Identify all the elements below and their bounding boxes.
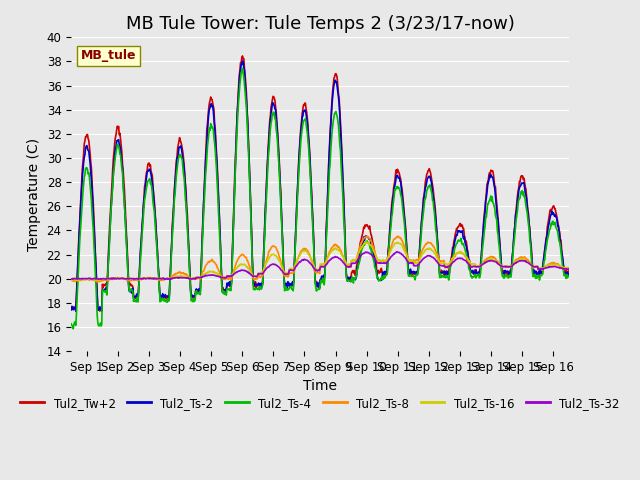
Line: Tul2_Tw+2: Tul2_Tw+2 (71, 56, 569, 311)
Tul2_Ts-4 (239, 66, 246, 72)
Tul2_Ts-2 (400, 210, 408, 216)
Text: MB_tule: MB_tule (81, 49, 137, 62)
Tul2_Ts-2 (243, 108, 251, 114)
Tul2_Ts-8 (243, 254, 250, 260)
Tul2_Ts-16 (372, 254, 380, 260)
Tul2_Ts-2 (72, 308, 79, 314)
Tul2_Ts-8 (400, 243, 408, 249)
Tul2_Ts-16 (74, 277, 82, 283)
Tul2_Ts-32 (565, 266, 573, 272)
Tul2_Tw+2 (239, 53, 246, 59)
Line: Tul2_Ts-2: Tul2_Ts-2 (71, 61, 569, 311)
Tul2_Ts-4 (67, 321, 75, 327)
Tul2_Ts-16 (218, 274, 225, 280)
Tul2_Ts-32 (400, 254, 408, 260)
Tul2_Ts-4 (400, 217, 408, 223)
Tul2_Ts-8 (67, 277, 75, 283)
Tul2_Ts-8 (261, 263, 269, 268)
Tul2_Ts-16 (127, 276, 134, 282)
Tul2_Ts-16 (261, 264, 269, 269)
Tul2_Ts-16 (362, 239, 370, 245)
Line: Tul2_Ts-32: Tul2_Ts-32 (71, 252, 569, 279)
Tul2_Ts-2 (372, 266, 380, 272)
Tul2_Tw+2 (372, 261, 380, 266)
Tul2_Ts-4 (372, 268, 380, 274)
Line: Tul2_Ts-8: Tul2_Ts-8 (71, 236, 569, 282)
Tul2_Ts-2 (239, 58, 246, 64)
Tul2_Ts-4 (127, 286, 134, 292)
X-axis label: Time: Time (303, 380, 337, 394)
Tul2_Tw+2 (400, 208, 408, 214)
Tul2_Ts-32 (126, 276, 134, 281)
Tul2_Tw+2 (565, 267, 573, 273)
Tul2_Tw+2 (243, 107, 251, 112)
Tul2_Tw+2 (127, 280, 134, 286)
Tul2_Ts-2 (218, 277, 225, 283)
Line: Tul2_Ts-4: Tul2_Ts-4 (71, 69, 569, 329)
Tul2_Ts-2 (127, 287, 134, 293)
Tul2_Ts-4 (69, 326, 77, 332)
Tul2_Ts-16 (400, 247, 408, 253)
Tul2_Ts-4 (262, 205, 269, 211)
Tul2_Ts-16 (67, 277, 75, 283)
Tul2_Ts-32 (134, 276, 142, 282)
Line: Tul2_Ts-16: Tul2_Ts-16 (71, 242, 569, 280)
Y-axis label: Temperature (C): Temperature (C) (27, 138, 41, 251)
Legend: Tul2_Tw+2, Tul2_Ts-2, Tul2_Ts-4, Tul2_Ts-8, Tul2_Ts-16, Tul2_Ts-32: Tul2_Tw+2, Tul2_Ts-2, Tul2_Ts-4, Tul2_Ts… (16, 392, 624, 414)
Tul2_Ts-4 (565, 273, 573, 279)
Tul2_Ts-8 (372, 252, 380, 257)
Tul2_Ts-32 (218, 275, 225, 281)
Tul2_Ts-32 (372, 257, 380, 263)
Tul2_Ts-32 (393, 249, 401, 255)
Tul2_Tw+2 (262, 196, 269, 202)
Tul2_Tw+2 (218, 279, 225, 285)
Tul2_Ts-2 (565, 272, 573, 278)
Tul2_Ts-8 (565, 265, 573, 271)
Tul2_Tw+2 (96, 308, 104, 314)
Tul2_Ts-8 (127, 278, 134, 284)
Tul2_Ts-4 (243, 117, 251, 123)
Tul2_Ts-2 (67, 307, 75, 313)
Tul2_Ts-32 (261, 267, 269, 273)
Tul2_Ts-8 (394, 233, 402, 239)
Tul2_Ts-16 (243, 264, 250, 270)
Tul2_Ts-32 (243, 268, 250, 274)
Tul2_Ts-16 (565, 265, 573, 271)
Tul2_Ts-2 (262, 198, 269, 204)
Title: MB Tule Tower: Tule Temps 2 (3/23/17-now): MB Tule Tower: Tule Temps 2 (3/23/17-now… (125, 15, 515, 33)
Tul2_Tw+2 (67, 305, 75, 311)
Tul2_Ts-8 (93, 279, 101, 285)
Tul2_Ts-4 (218, 282, 225, 288)
Tul2_Ts-32 (67, 276, 75, 282)
Tul2_Ts-8 (218, 275, 225, 280)
